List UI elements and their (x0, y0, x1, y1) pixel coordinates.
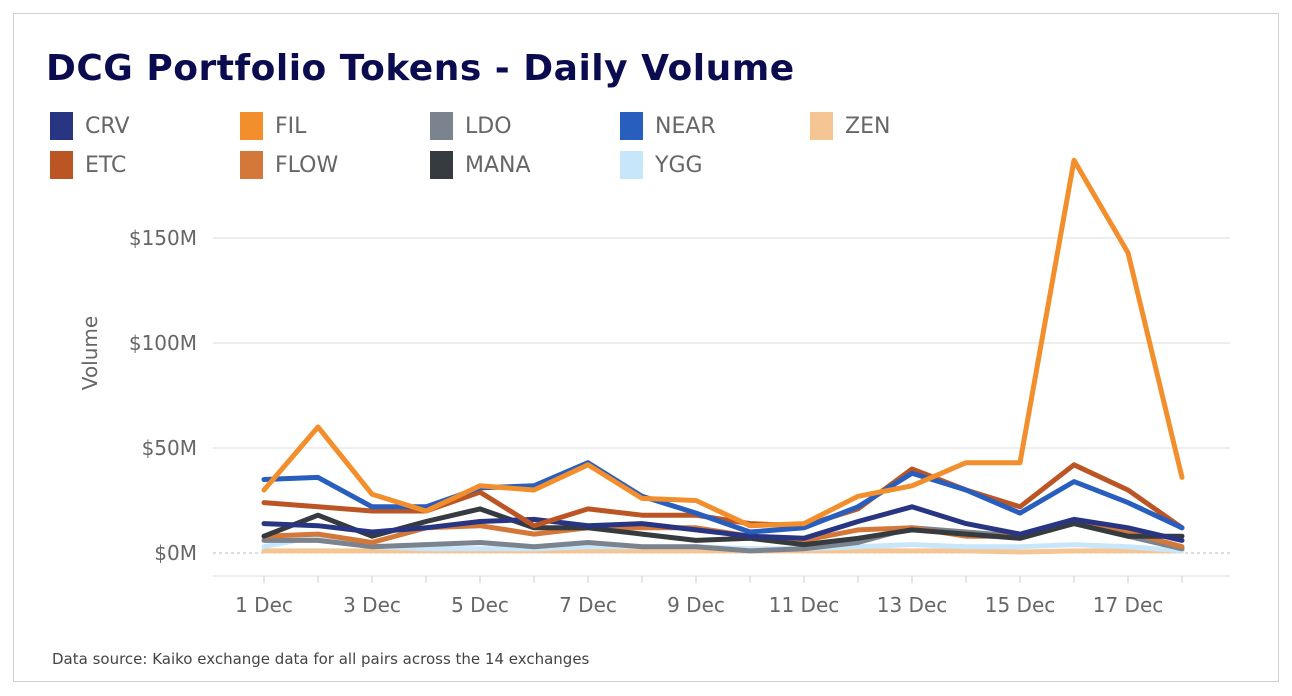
data-source-note: Data source: Kaiko exchange data for all… (52, 650, 590, 668)
legend-swatch (620, 151, 643, 179)
legend-label: YGG (655, 152, 703, 178)
y-axis-label: Volume (78, 316, 102, 390)
legend-label: CRV (85, 113, 130, 139)
legend-swatch (430, 151, 453, 179)
legend-label: FLOW (275, 152, 339, 178)
chart-frame (13, 13, 1279, 682)
x-tick-label: 17 Dec (1093, 593, 1164, 617)
y-tick-label: $50M (142, 436, 197, 460)
legend-label: ETC (85, 152, 127, 178)
legend-item-ldo[interactable]: LDO (430, 111, 512, 141)
x-tick-label: 13 Dec (877, 593, 948, 617)
legend-swatch (240, 151, 263, 179)
legend-swatch (240, 112, 263, 140)
legend-label: NEAR (655, 113, 716, 139)
legend-item-etc[interactable]: ETC (50, 150, 126, 180)
legend-item-ygg[interactable]: YGG (620, 150, 703, 180)
legend-item-fil[interactable]: FIL (240, 111, 306, 141)
x-tick-label: 3 Dec (343, 593, 401, 617)
legend-swatch (50, 112, 73, 140)
series-line-crv (261, 504, 1185, 543)
series-line-mana (261, 506, 1185, 548)
series-line-fil (261, 157, 1185, 529)
y-tick-label: $150M (129, 226, 197, 250)
x-tick-label: 7 Dec (559, 593, 617, 617)
series-line-etc (261, 462, 1185, 531)
x-tick-label: 5 Dec (451, 593, 509, 617)
x-tick-label: 1 Dec (235, 593, 293, 617)
legend-item-zen[interactable]: ZEN (810, 111, 890, 141)
y-tick-label: $100M (129, 331, 197, 355)
legend-swatch (430, 112, 453, 140)
legend-label: LDO (465, 113, 512, 139)
legend-swatch (620, 112, 643, 140)
legend-label: ZEN (845, 113, 891, 139)
legend-label: FIL (275, 113, 307, 139)
x-tick-label: 11 Dec (769, 593, 840, 617)
x-tick-label: 9 Dec (667, 593, 725, 617)
x-tick-label: 15 Dec (985, 593, 1056, 617)
legend-swatch (50, 151, 73, 179)
legend-swatch (810, 112, 833, 140)
legend-item-near[interactable]: NEAR (620, 111, 716, 141)
series-line-near (261, 460, 1185, 535)
legend-label: MANA (465, 152, 531, 178)
legend-item-mana[interactable]: MANA (430, 150, 531, 180)
legend-item-flow[interactable]: FLOW (240, 150, 338, 180)
legend-item-crv[interactable]: CRV (50, 111, 130, 141)
chart-title: DCG Portfolio Tokens - Daily Volume (46, 48, 795, 89)
y-tick-label: $0M (154, 541, 197, 565)
